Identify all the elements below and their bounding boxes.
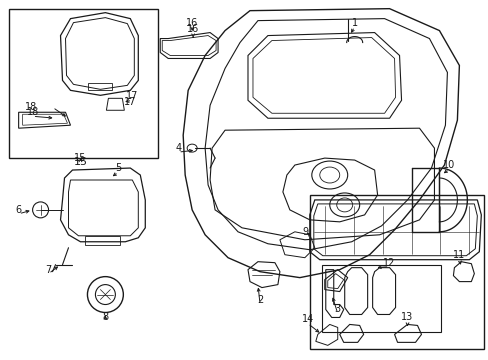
- Bar: [309, 195, 483, 349]
- Text: 2: 2: [256, 294, 263, 305]
- Text: 17: 17: [126, 91, 138, 101]
- Text: 15: 15: [73, 157, 87, 167]
- Text: 7: 7: [45, 265, 52, 275]
- Text: 6: 6: [16, 205, 21, 215]
- Text: 10: 10: [443, 160, 455, 170]
- Text: 15: 15: [74, 153, 86, 163]
- Text: 13: 13: [401, 312, 413, 323]
- Text: 12: 12: [383, 258, 395, 268]
- Text: 17: 17: [124, 97, 136, 107]
- Text: 16: 16: [185, 18, 198, 28]
- Text: 1: 1: [351, 18, 357, 28]
- Text: 8: 8: [102, 312, 108, 323]
- Text: 3: 3: [334, 305, 340, 315]
- Text: 16: 16: [186, 24, 199, 33]
- Text: 9: 9: [302, 227, 308, 237]
- Text: 4: 4: [175, 143, 181, 153]
- Text: 11: 11: [452, 250, 465, 260]
- Text: 5: 5: [115, 163, 121, 173]
- Bar: [321, 265, 441, 332]
- Text: 14: 14: [301, 314, 313, 324]
- Text: 18: 18: [26, 107, 39, 117]
- Text: 18: 18: [24, 102, 37, 112]
- Bar: [9, 9, 158, 158]
